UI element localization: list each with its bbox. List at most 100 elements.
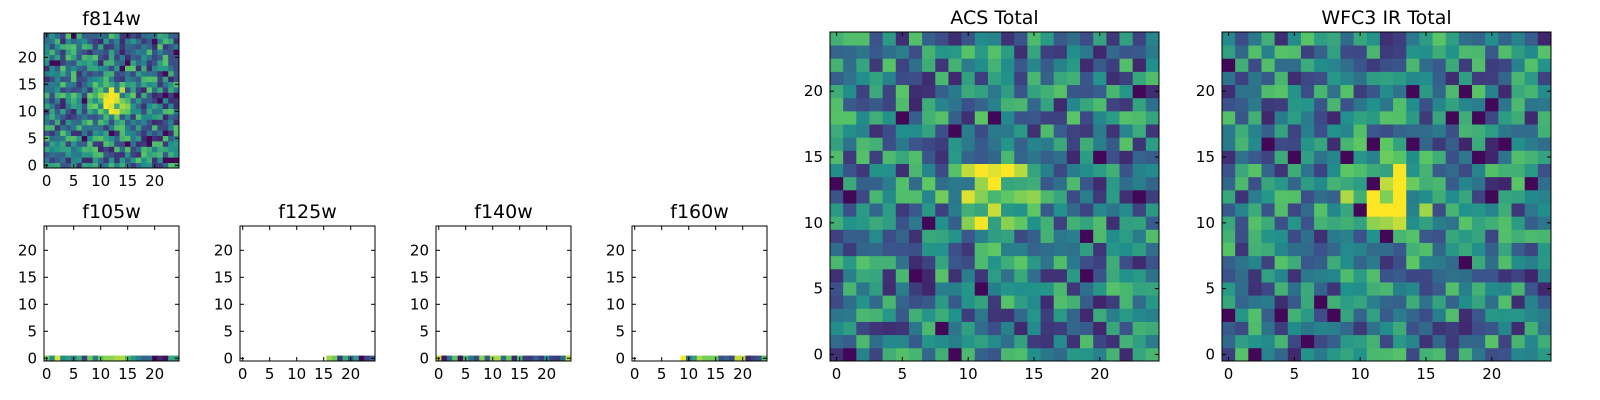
heatmap-cell	[60, 108, 66, 115]
heatmap-cell	[1537, 137, 1552, 151]
heatmap-cell	[168, 70, 174, 77]
heatmap-cell	[81, 81, 88, 88]
heatmap-cell	[60, 114, 66, 120]
heatmap-cell	[1287, 97, 1302, 112]
heatmap-cell	[745, 355, 752, 362]
heatmap-cell	[1132, 58, 1147, 72]
heatmap-cell	[1080, 242, 1094, 257]
heatmap-cell	[108, 38, 115, 45]
heatmap-cell	[869, 216, 884, 230]
heatmap-cell	[734, 355, 741, 362]
heatmap-cell	[908, 176, 923, 191]
heatmap-cell	[1261, 176, 1276, 191]
heatmap-cell	[331, 355, 338, 362]
heatmap-cell	[511, 355, 518, 362]
heatmap-cell	[141, 54, 147, 61]
heatmap-cell	[146, 70, 153, 77]
heatmap-cell	[1511, 308, 1526, 322]
heatmap-cell	[60, 119, 66, 126]
heatmap-cell	[1419, 45, 1433, 59]
heatmap-cell	[895, 321, 910, 336]
heatmap-cell	[882, 242, 897, 257]
heatmap-cell	[81, 119, 88, 126]
heatmap-cell	[49, 130, 56, 136]
heatmap-cell	[1080, 189, 1094, 204]
heatmap-cell	[119, 70, 126, 77]
heatmap-cell	[1406, 308, 1420, 322]
heatmap-cell	[87, 97, 93, 104]
heatmap-cell	[114, 135, 120, 142]
heatmap-cell	[1080, 216, 1094, 230]
heatmap-cell	[1458, 137, 1473, 151]
heatmap-cell	[1472, 137, 1486, 151]
x-tick-label: 5	[898, 365, 908, 383]
heatmap-cell	[1537, 321, 1552, 336]
heatmap-cell	[162, 81, 169, 88]
heatmap-cell	[76, 162, 83, 169]
x-tick-label: 0	[42, 365, 52, 383]
heatmap-cell	[1340, 229, 1354, 243]
heatmap-cell	[869, 150, 884, 164]
heatmap-cell	[98, 151, 104, 158]
heatmap-cell	[135, 33, 142, 39]
heatmap-cell	[1340, 124, 1354, 138]
heatmap-cell	[1445, 110, 1460, 125]
heatmap-cell	[157, 141, 164, 147]
heatmap-cell	[1485, 242, 1499, 257]
heatmap-cell	[1353, 321, 1368, 336]
heatmap-cell	[922, 84, 936, 99]
heatmap-cell	[974, 71, 989, 86]
heatmap-cell	[54, 76, 61, 82]
heatmap-cell	[1261, 216, 1276, 230]
heatmap-cell	[141, 119, 147, 126]
heatmap-cell	[1222, 282, 1236, 296]
heatmap-cell	[1261, 32, 1276, 46]
heatmap-cell	[843, 58, 857, 72]
heatmap-cell	[1511, 150, 1526, 164]
heatmap-cell	[1145, 203, 1160, 217]
heatmap-cell	[87, 76, 93, 82]
heatmap-cell	[1027, 163, 1041, 178]
y-tick-label: 10	[606, 295, 625, 313]
heatmap-cell	[119, 162, 126, 169]
heatmap-cell	[1274, 189, 1289, 204]
heatmap-cell	[935, 137, 949, 151]
heatmap-cell	[135, 108, 142, 115]
heatmap-cell	[87, 81, 93, 88]
heatmap-cell	[1511, 242, 1526, 257]
heatmap-cell	[1145, 216, 1160, 230]
heatmap-cell	[358, 355, 365, 362]
heatmap-cell	[1300, 203, 1315, 217]
heatmap-cell	[65, 146, 72, 153]
heatmap-cell	[146, 355, 153, 362]
heatmap-cell	[1511, 255, 1526, 270]
heatmap-cell	[843, 295, 857, 309]
heatmap-cell	[54, 92, 61, 99]
heatmap-cell	[1379, 242, 1394, 257]
x-tick-label: 20	[1482, 365, 1501, 383]
heatmap-cell	[1472, 295, 1486, 309]
heatmap-cell	[1119, 189, 1134, 204]
heatmap-cell	[119, 81, 126, 88]
heatmap-cell	[141, 43, 147, 50]
heatmap-cell	[1458, 295, 1473, 309]
heatmap-cell	[135, 146, 142, 153]
heatmap-cell	[1524, 203, 1539, 217]
heatmap-cell	[1222, 189, 1236, 204]
heatmap-cell	[157, 49, 164, 55]
heatmap-cell	[895, 347, 910, 362]
heatmap-cell	[1314, 255, 1328, 270]
heatmap-cell	[44, 60, 50, 66]
heatmap-cell	[869, 242, 884, 257]
heatmap-cell	[1393, 58, 1407, 72]
x-tick-label: 20	[145, 365, 164, 383]
heatmap-cell	[130, 92, 137, 99]
heatmap-cell	[152, 130, 158, 136]
heatmap-cell	[65, 97, 72, 104]
y-tick-label: 15	[1196, 148, 1215, 166]
heatmap-cell	[1366, 295, 1381, 309]
heatmap-cell	[830, 137, 844, 151]
heatmap-cell	[1458, 150, 1473, 164]
heatmap-cell	[65, 130, 72, 136]
heatmap-cell	[103, 146, 110, 153]
